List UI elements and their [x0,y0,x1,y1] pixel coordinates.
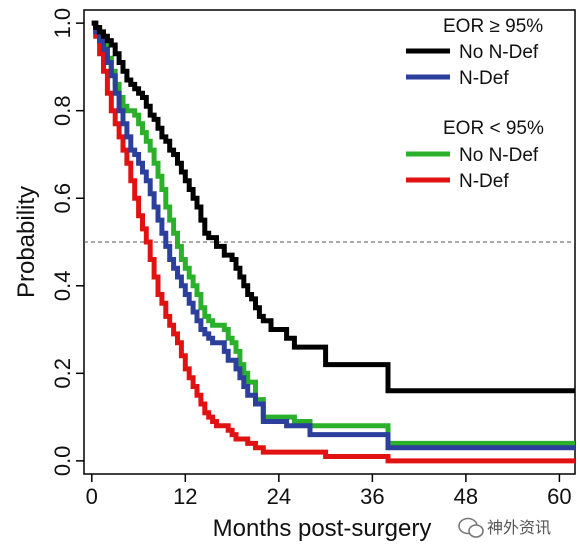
x-tick-label: 0 [86,484,98,509]
series-line-eor-low-ndef [91,20,575,464]
y-tick-label: 0.0 [50,446,75,477]
x-tick-label: 12 [173,484,197,509]
legend-group-title-eor-low: EOR < 95% [443,118,544,139]
x-tick-label: 24 [267,484,291,509]
legend-label-eor-low-ndef: N-Def [459,171,509,192]
legend-label-eor-high-ndef: N-Def [459,68,509,89]
y-tick-label: 0.6 [50,183,75,214]
series-line-eor-low-no-ndef [91,20,575,446]
y-axis: 0.0 0.2 0.4 0.6 0.8 1.0 [50,8,84,476]
y-tick-label: 0.4 [50,270,75,301]
y-tick-label: 1.0 [50,8,75,39]
y-tick-label: 0.8 [50,95,75,126]
x-tick-label: 60 [547,484,571,509]
x-axis: 0 12 24 36 48 60 [86,474,572,509]
x-tick-label: 36 [360,484,384,509]
series-line-eor-high-ndef [91,20,575,451]
wechat-logo-icon [458,517,484,538]
legend: EOR ≥ 95% No N-Def N-Def EOR < 95% No N-… [406,16,544,192]
legend-group-title-eor-high: EOR ≥ 95% [443,16,543,37]
legend-label-eor-low-no-ndef: No N-Def [459,145,539,166]
watermark: 神外资讯 [458,517,551,538]
x-tick-label: 48 [454,484,478,509]
series-layer [91,20,575,464]
watermark-text: 神外资讯 [487,518,551,537]
series-line-eor-high-no-ndef [91,20,575,394]
y-tick-label: 0.2 [50,358,75,389]
y-axis-title: Probability [13,186,40,298]
x-axis-title: Months post-surgery [213,515,432,542]
legend-label-eor-high-no-ndef: No N-Def [459,42,539,63]
